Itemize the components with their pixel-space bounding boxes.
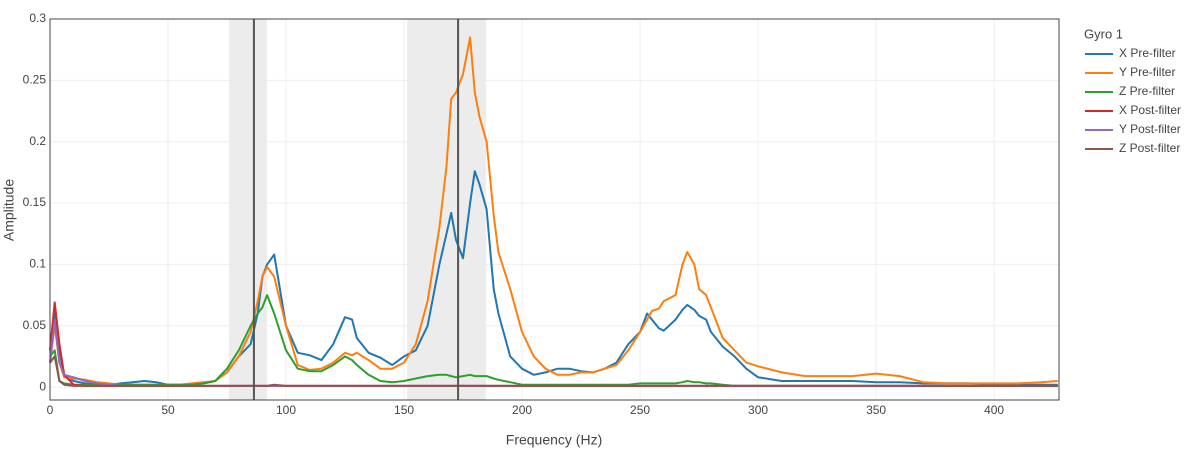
legend-label: Z Post-filter xyxy=(1119,141,1180,155)
x-tick-label: 200 xyxy=(512,403,532,417)
x-tick-label: 50 xyxy=(161,403,175,417)
legend-title: Gyro 1 xyxy=(1084,26,1123,41)
legend-label: Y Pre-filter xyxy=(1119,65,1175,79)
series-line xyxy=(49,318,1058,387)
x-tick-label: 250 xyxy=(630,403,650,417)
plot-border xyxy=(49,18,1060,401)
y-tick-label: 0.25 xyxy=(23,73,47,87)
legend-label: X Post-filter xyxy=(1119,103,1181,117)
legend-label: Y Post-filter xyxy=(1119,122,1181,136)
band xyxy=(407,19,486,400)
x-tick-label: 400 xyxy=(984,403,1004,417)
legend-label: X Pre-filter xyxy=(1119,46,1176,60)
legend-label: Z Pre-filter xyxy=(1119,84,1175,98)
y-tick-label: 0.3 xyxy=(29,11,46,25)
band xyxy=(228,19,267,400)
series-line xyxy=(49,36,1058,386)
x-tick-label: 350 xyxy=(866,403,886,417)
y-tick-label: 0.1 xyxy=(29,257,46,271)
x-tick-label: 0 xyxy=(47,403,54,417)
x-tick-label: 150 xyxy=(394,403,414,417)
x-tick-label: 100 xyxy=(276,403,296,417)
y-tick-label: 0.05 xyxy=(23,318,47,332)
y-tick-label: 0.2 xyxy=(29,134,46,148)
x-tick-label: 300 xyxy=(748,403,768,417)
x-axis-title: Frequency (Hz) xyxy=(506,432,602,448)
y-tick-label: 0 xyxy=(39,379,46,393)
y-tick-label: 0.15 xyxy=(23,195,47,209)
series-line xyxy=(49,355,1058,387)
y-axis-title: Amplitude xyxy=(1,179,17,241)
